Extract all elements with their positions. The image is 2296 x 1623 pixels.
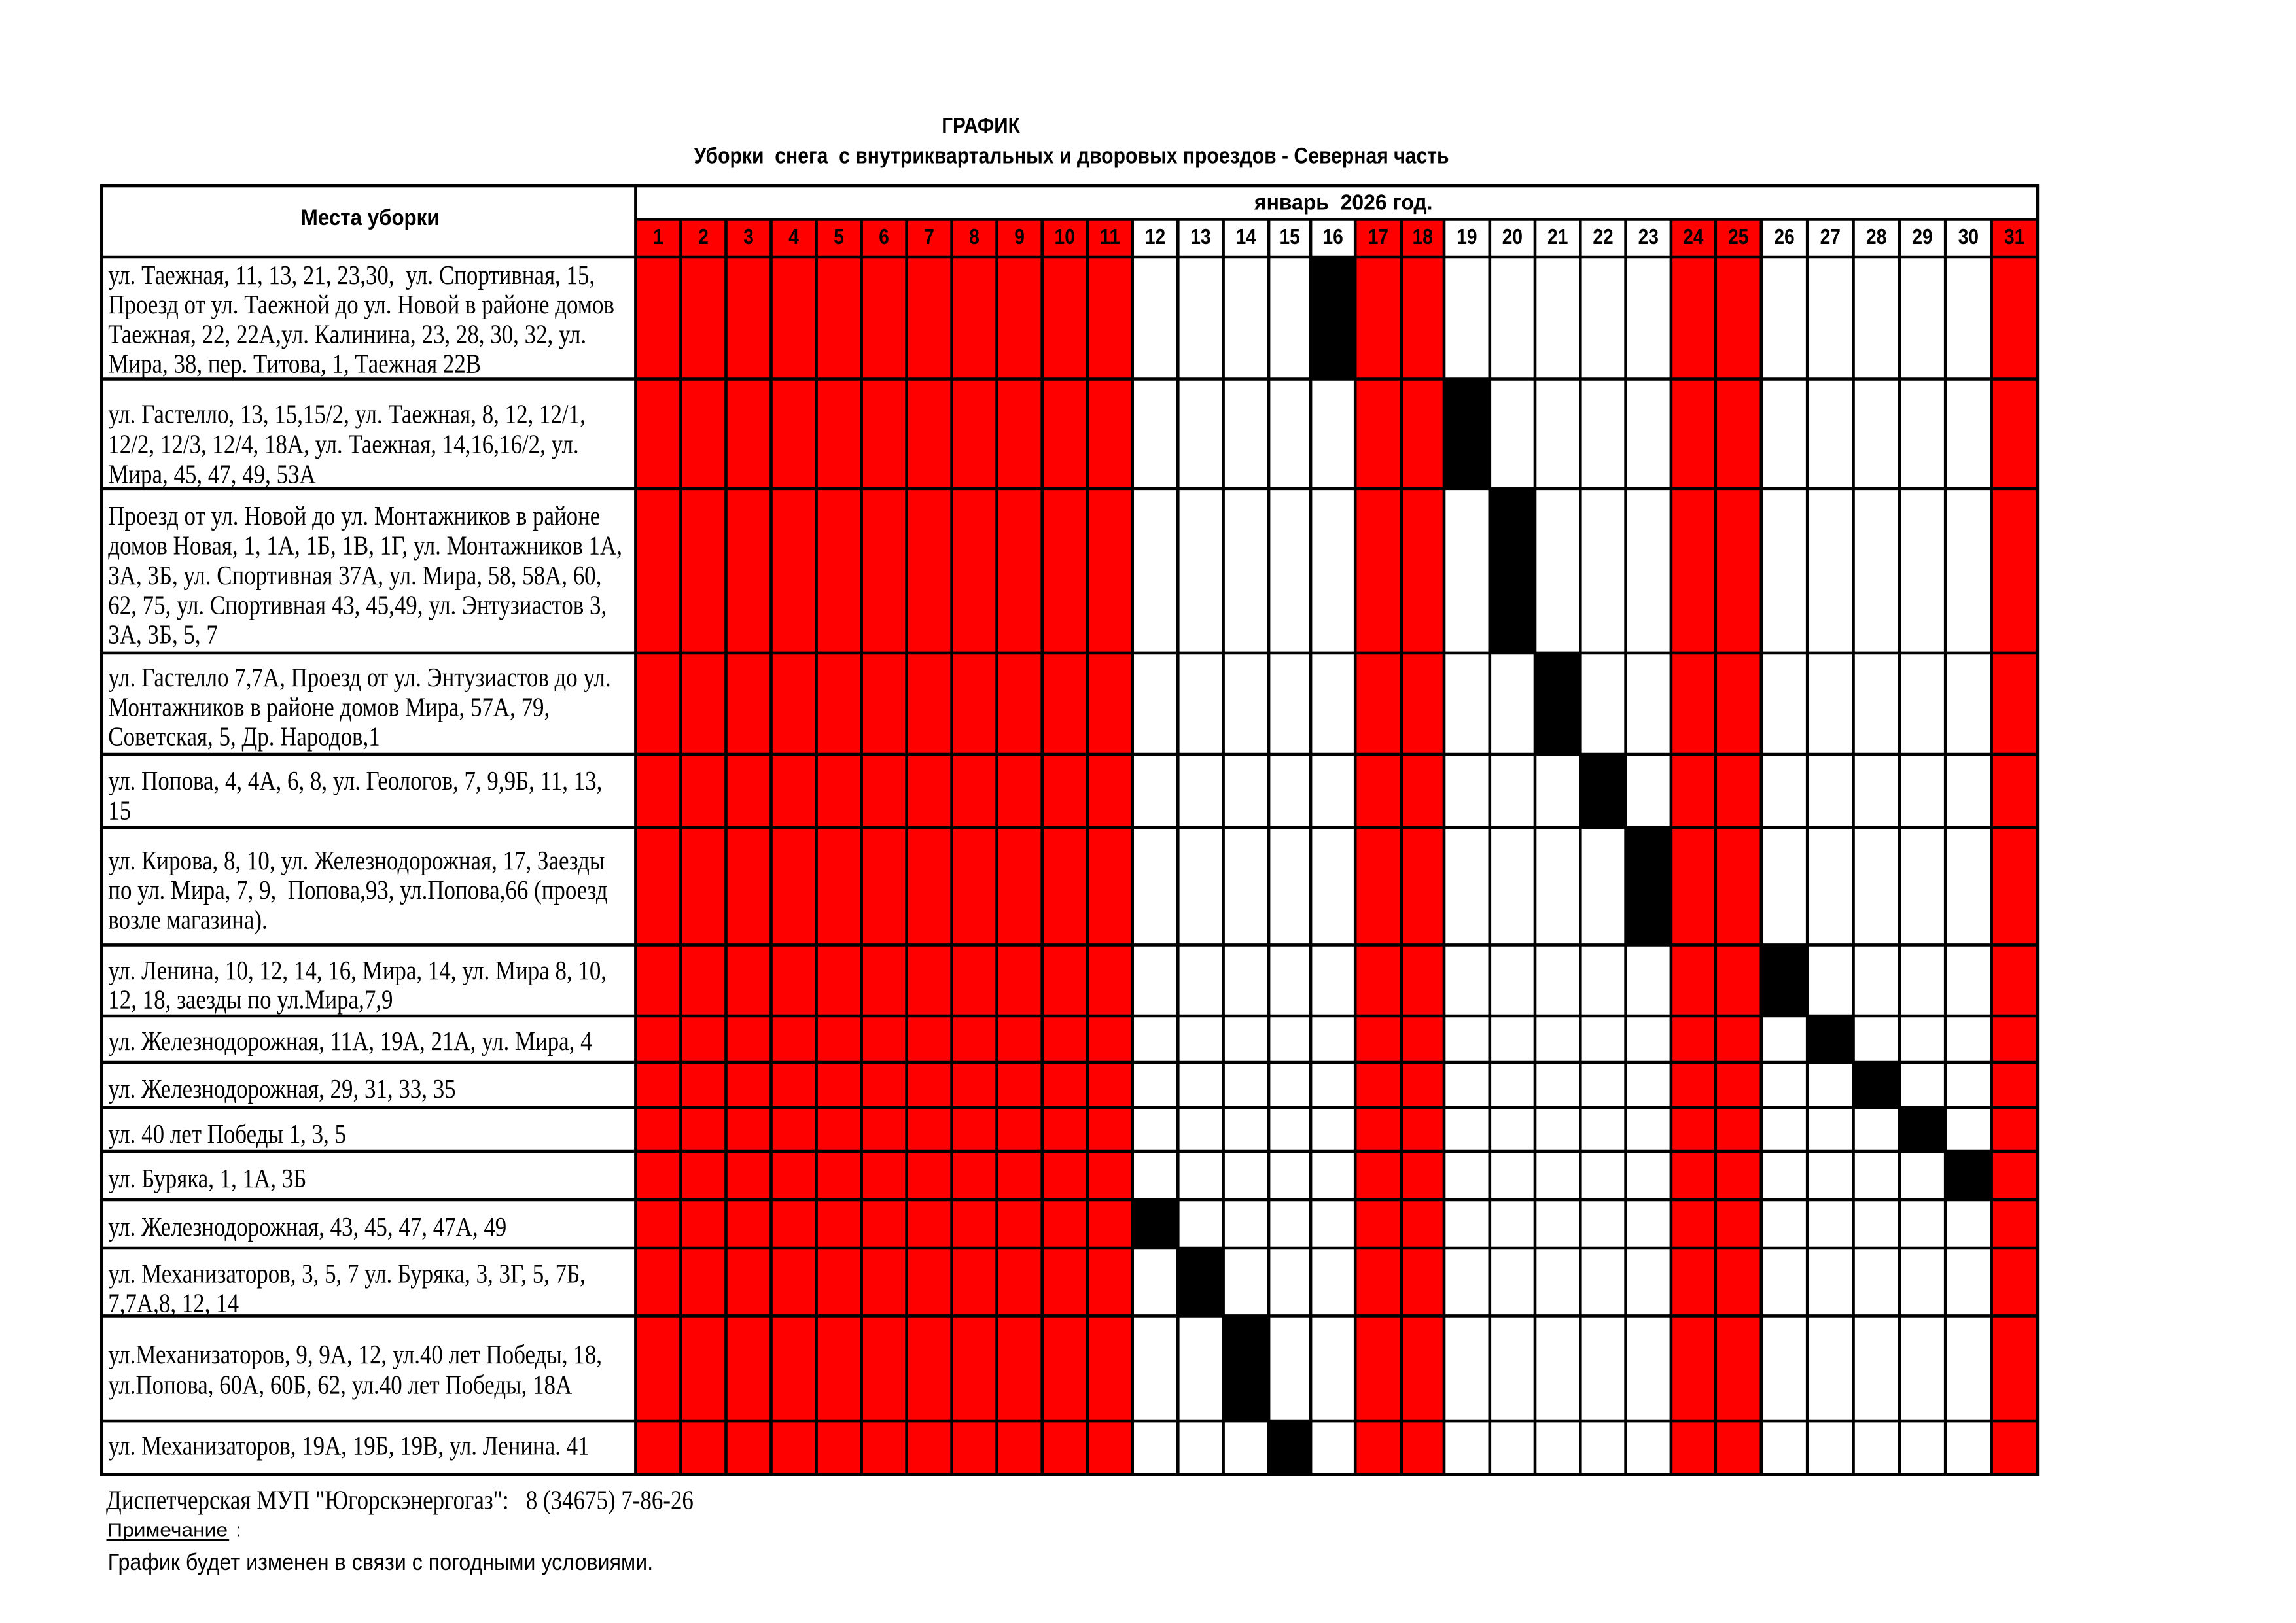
svg-text:28: 28 (1866, 224, 1886, 249)
svg-text:Мира, 38, пер. Титова, 1, Таеж: Мира, 38, пер. Титова, 1, Таежная 22В (108, 349, 481, 379)
svg-text:22: 22 (1593, 224, 1613, 249)
svg-text:Диспетчерская МУП "Югорскэнерг: Диспетчерская МУП "Югорскэнергогаз": 8 (… (106, 1486, 694, 1515)
svg-text:13: 13 (1190, 224, 1210, 249)
svg-text:12, 18, заезды по ул.Мира,7,9: 12, 18, заезды по ул.Мира,7,9 (108, 985, 393, 1015)
svg-text:19: 19 (1457, 224, 1477, 249)
svg-text:62, 75, ул. Спортивная 43, 45,: 62, 75, ул. Спортивная 43, 45,49, ул. Эн… (108, 591, 607, 620)
svg-text:9: 9 (1014, 224, 1025, 249)
svg-text:ул. Железнодорожная, 29, 31, 3: ул. Железнодорожная, 29, 31, 33, 35 (108, 1074, 455, 1104)
svg-text:Мира, 45, 47, 49, 53А: Мира, 45, 47, 49, 53А (108, 460, 316, 489)
svg-text:январь 2026 год.: январь 2026 год. (1254, 190, 1432, 215)
svg-text:14: 14 (1236, 224, 1257, 249)
svg-text:15: 15 (108, 796, 131, 826)
svg-text:12: 12 (1145, 224, 1165, 249)
svg-text:11: 11 (1100, 224, 1120, 249)
svg-text:27: 27 (1820, 224, 1841, 249)
svg-text:23: 23 (1638, 224, 1659, 249)
svg-text:7: 7 (924, 224, 934, 249)
svg-text:3А, 3Б, ул. Спортивная 37А, ул: 3А, 3Б, ул. Спортивная 37А, ул. Мира, 58… (108, 561, 601, 590)
svg-text:Примечание: Примечание (107, 1520, 228, 1541)
svg-text:29: 29 (1912, 224, 1932, 249)
svg-text:ул. Таежная, 11, 13, 21, 23,30: ул. Таежная, 11, 13, 21, 23,30, ул. Спор… (108, 260, 595, 290)
svg-text:ул.Механизаторов, 9, 9А, 12, у: ул.Механизаторов, 9, 9А, 12, ул.40 лет П… (108, 1340, 602, 1369)
svg-text:ул. Механизаторов, 3, 5, 7 ул.: ул. Механизаторов, 3, 5, 7 ул. Буряка, 3… (108, 1259, 586, 1289)
svg-text:21: 21 (1547, 224, 1568, 249)
svg-text:ул. Попова, 4, 4А, 6, 8, ул. Г: ул. Попова, 4, 4А, 6, 8, ул. Геологов, 7… (108, 766, 602, 795)
svg-text:5: 5 (834, 224, 844, 249)
svg-text:25: 25 (1728, 224, 1748, 249)
svg-text:24: 24 (1683, 224, 1704, 249)
svg-text:по ул. Мира, 7, 9, Попова,93,: по ул. Мира, 7, 9, Попова,93, ул.Попова,… (108, 875, 607, 905)
svg-text:31: 31 (2004, 224, 2024, 249)
svg-text:30: 30 (1958, 224, 1979, 249)
svg-text:Проезд от ул. Новой до ул. Мон: Проезд от ул. Новой до ул. Монтажников в… (108, 501, 600, 531)
svg-text:ул. 40 лет Победы 1, 3, 5: ул. 40 лет Победы 1, 3, 5 (108, 1119, 346, 1149)
svg-text:ул. Буряка, 1, 1А, 3Б: ул. Буряка, 1, 1А, 3Б (108, 1164, 306, 1193)
svg-text:3А, 3Б, 5, 7: 3А, 3Б, 5, 7 (108, 620, 218, 650)
svg-text:20: 20 (1502, 224, 1523, 249)
svg-text:18: 18 (1413, 224, 1433, 249)
svg-text:17: 17 (1368, 224, 1388, 249)
svg-text:ул. Ленина, 10, 12, 14, 16, Ми: ул. Ленина, 10, 12, 14, 16, Мира, 14, ул… (108, 956, 607, 985)
svg-text::: : (236, 1520, 241, 1541)
svg-text:Таежная, 22, 22А,ул. Калинина,: Таежная, 22, 22А,ул. Калинина, 23, 28, 3… (108, 320, 586, 349)
svg-text:График будет изменен в связи с: График будет изменен в связи с погодными… (108, 1548, 653, 1575)
svg-text:3: 3 (743, 224, 754, 249)
svg-text:домов Новая, 1, 1А, 1Б, 1В, 1Г: домов Новая, 1, 1А, 1Б, 1В, 1Г, ул. Монт… (108, 531, 622, 561)
svg-text:ГРАФИК: ГРАФИК (942, 113, 1020, 137)
svg-text:12/2, 12/3, 12/4, 18А, ул. Тае: 12/2, 12/3, 12/4, 18А, ул. Таежная, 14,1… (108, 430, 578, 459)
svg-text:16: 16 (1322, 224, 1343, 249)
svg-text:6: 6 (879, 224, 889, 249)
svg-text:ул.Попова, 60А, 60Б, 62, ул.40: ул.Попова, 60А, 60Б, 62, ул.40 лет Побед… (108, 1370, 572, 1400)
svg-text:ул. Механизаторов, 19А, 19Б, 1: ул. Механизаторов, 19А, 19Б, 19В, ул. Ле… (108, 1431, 589, 1461)
svg-text:возле магазина).: возле магазина). (108, 905, 267, 935)
svg-text:8: 8 (969, 224, 980, 249)
svg-text:ул. Железнодорожная, 11А, 19А,: ул. Железнодорожная, 11А, 19А, 21А, ул. … (108, 1026, 592, 1056)
svg-text:ул. Гастелло, 13, 15,15/2, ул.: ул. Гастелло, 13, 15,15/2, ул. Таежная, … (108, 400, 586, 429)
svg-text:Советская, 5, Др. Народов,1: Советская, 5, Др. Народов,1 (108, 722, 380, 752)
svg-text:4: 4 (788, 224, 799, 249)
svg-text:26: 26 (1774, 224, 1794, 249)
svg-text:ул. Железнодорожная, 43, 45, 4: ул. Железнодорожная, 43, 45, 47, 47А, 49 (108, 1212, 506, 1242)
svg-text:7,7А,8, 12, 14: 7,7А,8, 12, 14 (108, 1289, 239, 1318)
svg-text:15: 15 (1279, 224, 1299, 249)
svg-text:Уборки снега с внутриквартал: Уборки снега с внутриквартальных и дворо… (694, 144, 1449, 169)
svg-text:1: 1 (653, 224, 663, 249)
svg-text:ул. Кирова, 8, 10, ул. Железно: ул. Кирова, 8, 10, ул. Железнодорожная, … (108, 846, 605, 875)
svg-text:Монтажников в районе домов Мир: Монтажников в районе домов Мира, 57А, 79… (108, 693, 550, 722)
svg-text:Места уборки: Места уборки (301, 205, 440, 230)
svg-text:Проезд от ул. Таежной до ул. Н: Проезд от ул. Таежной до ул. Новой в рай… (108, 290, 614, 320)
svg-text:2: 2 (698, 224, 709, 249)
svg-text:10: 10 (1055, 224, 1075, 249)
svg-text:ул. Гастелло 7,7А, Проезд от у: ул. Гастелло 7,7А, Проезд от ул. Энтузиа… (108, 663, 610, 692)
